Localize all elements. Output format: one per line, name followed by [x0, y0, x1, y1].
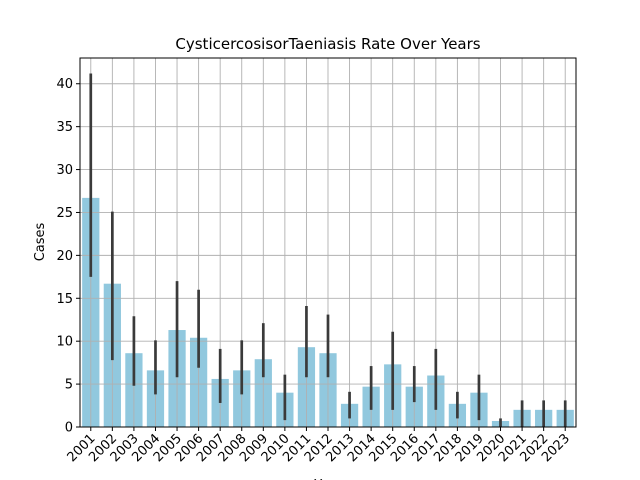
y-tick-label: 15 — [56, 292, 73, 307]
chart-title: CysticercosisorTaeniasis Rate Over Years — [175, 35, 480, 53]
y-tick-label: 20 — [56, 249, 73, 264]
y-tick-label: 30 — [56, 163, 73, 178]
y-tick-label: 35 — [56, 120, 73, 135]
y-tick-label: 40 — [56, 77, 73, 92]
y-tick-label: 10 — [56, 335, 73, 350]
x-axis-label: Year — [313, 478, 342, 480]
y-axis-label: Cases — [33, 222, 48, 261]
y-tick-label: 0 — [65, 421, 73, 436]
y-tick-label: 25 — [56, 206, 73, 221]
y-tick-label: 5 — [65, 378, 73, 393]
